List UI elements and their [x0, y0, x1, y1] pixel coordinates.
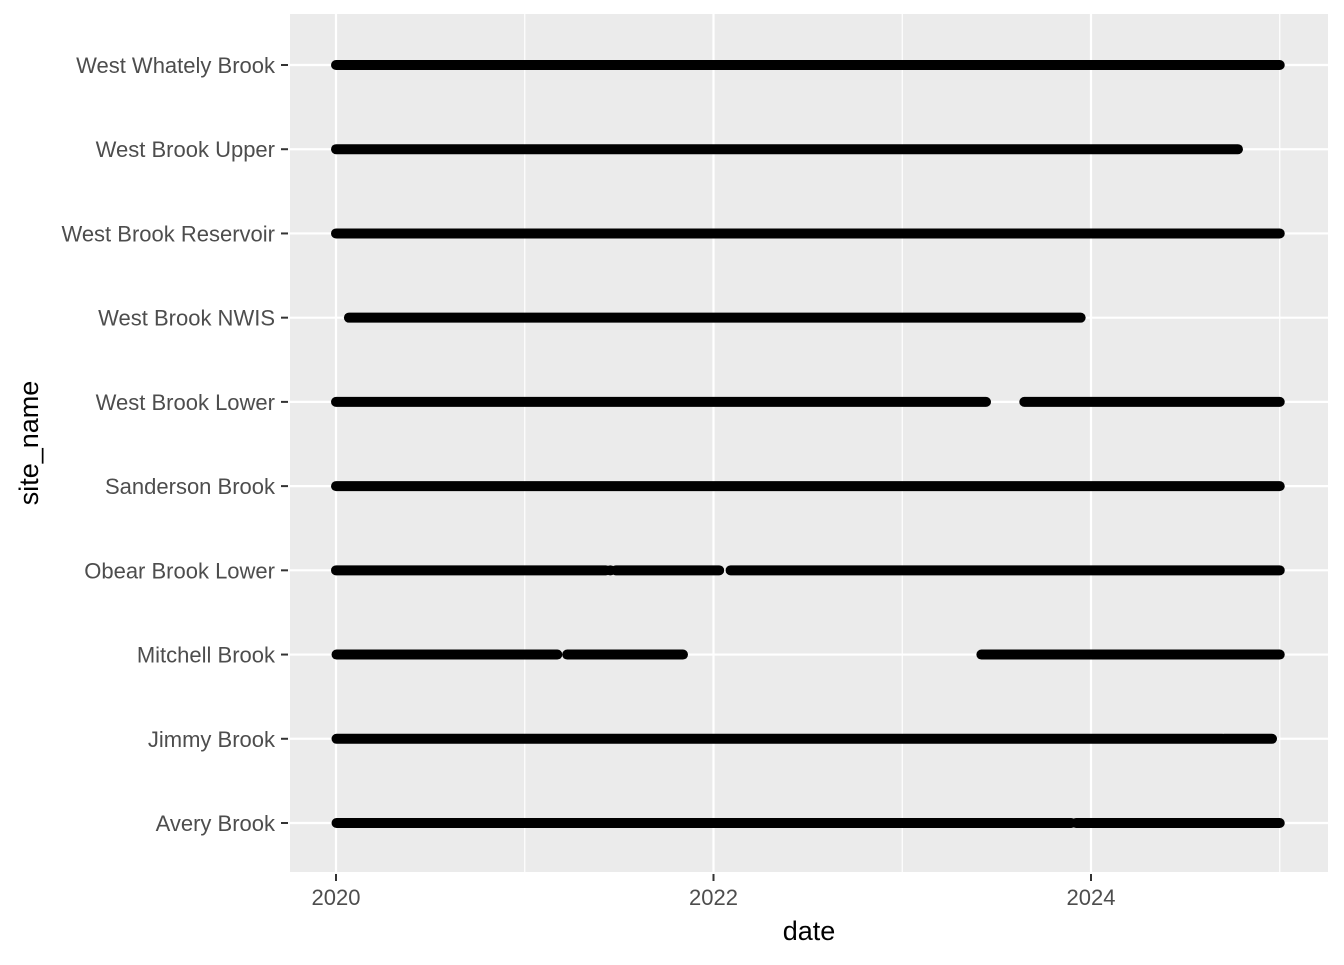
y-tick-label: Mitchell Brook: [137, 643, 276, 668]
y-axis: West Whately Brook West Brook Upper West B…: [61, 53, 288, 836]
y-tick-label: Obear Brook Lower: [84, 558, 275, 583]
x-tick-label: 2024: [1067, 885, 1116, 910]
x-tick-label: 2022: [689, 885, 738, 910]
data-marks: [331, 60, 1285, 828]
y-tick-label: West Brook Reservoir: [61, 221, 275, 246]
x-axis-title: date: [783, 916, 836, 946]
panel-background: [290, 14, 1328, 872]
y-axis-title: site_name: [14, 381, 44, 506]
y-tick-label: Jimmy Brook: [148, 727, 276, 752]
y-tick-label: Avery Brook: [156, 811, 276, 836]
y-tick-label: West Brook Upper: [96, 137, 275, 162]
x-tick-label: 2020: [312, 885, 361, 910]
y-tick-label: West Whately Brook: [76, 53, 276, 78]
y-tick-label: West Brook NWIS: [98, 306, 275, 331]
x-axis: 2020 2022 2024: [312, 874, 1116, 910]
y-tick-label: West Brook Lower: [96, 390, 275, 415]
y-tick-label: Sanderson Brook: [105, 474, 276, 499]
